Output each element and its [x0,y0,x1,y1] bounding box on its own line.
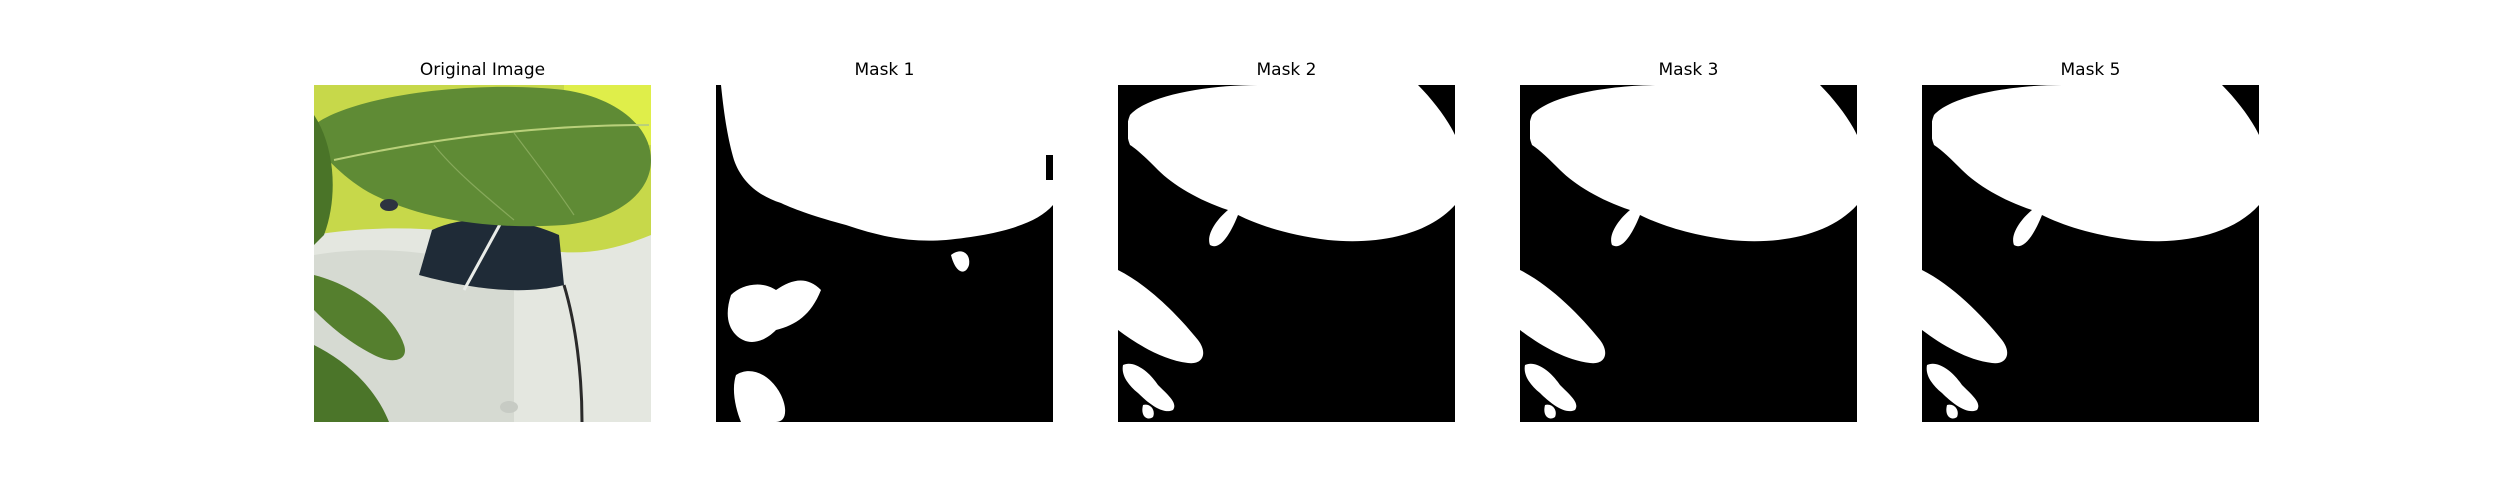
panel-title: Original Image [419,60,546,80]
mask-gap [1520,85,1530,140]
panel-title: Mask 3 [1658,60,1719,80]
original-photo [314,85,651,422]
bottom-left-leaf [314,345,389,422]
panel-mask-3: Mask 3 [1520,0,1857,500]
panel-title: Mask 1 [854,60,915,80]
mask-region [1931,85,2259,247]
panel-title: Mask 5 [2060,60,2121,80]
mask-region [1142,404,1154,419]
mask-region [1544,404,1556,419]
mask-region [1122,363,1175,412]
mask-region [1946,404,1958,419]
mask-gap [1118,85,1128,140]
lower-left-leaf [314,275,405,361]
leaf-vein-secondary [513,132,575,216]
mask-region [1118,270,1204,364]
mask-region [727,280,821,342]
mask-region [1926,363,1979,412]
mask-region [1524,363,1577,412]
panel-mask-1: Mask 1 [716,0,1053,500]
mask-image [1922,85,2259,422]
seam-line [562,284,584,422]
mask-region [1529,85,1857,247]
panel-mask-2: Mask 2 [1118,0,1455,500]
dark-opening [419,219,564,291]
mask-image [1520,85,1857,422]
mask-gap [1046,155,1053,180]
mask-region [951,251,970,272]
top-leaf [314,86,651,227]
left-leaf [314,115,333,245]
cable-line [462,216,506,291]
mask-region [733,371,786,422]
mask-region [1520,270,1606,364]
mask-region [1127,85,1455,247]
leaf-hole [380,199,398,211]
object-shade [314,250,514,422]
leaf-vein [333,124,650,161]
panel-original-image: Original Image [314,0,651,500]
mask-region [721,85,1053,241]
blemish [500,401,518,413]
panel-mask-5: Mask 5 [1922,0,2259,500]
mask-region [1922,270,2008,364]
mask-image [1118,85,1455,422]
panel-title: Mask 2 [1256,60,1317,80]
leaf-vein-secondary [433,144,515,221]
mask-image [716,85,1053,422]
mask-gap [1922,85,1932,140]
